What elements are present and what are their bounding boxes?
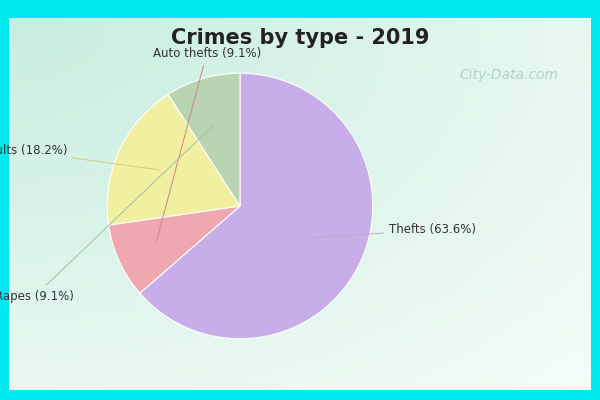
- Text: City-Data.com: City-Data.com: [459, 68, 558, 82]
- Text: Auto thefts (9.1%): Auto thefts (9.1%): [152, 47, 261, 242]
- Wedge shape: [107, 94, 240, 225]
- Wedge shape: [168, 73, 240, 206]
- Text: Rapes (9.1%): Rapes (9.1%): [0, 125, 214, 303]
- Wedge shape: [109, 206, 240, 293]
- Wedge shape: [140, 73, 373, 339]
- Text: Thefts (63.6%): Thefts (63.6%): [313, 224, 476, 238]
- Text: Assaults (18.2%): Assaults (18.2%): [0, 144, 158, 170]
- Text: Crimes by type - 2019: Crimes by type - 2019: [171, 28, 429, 48]
